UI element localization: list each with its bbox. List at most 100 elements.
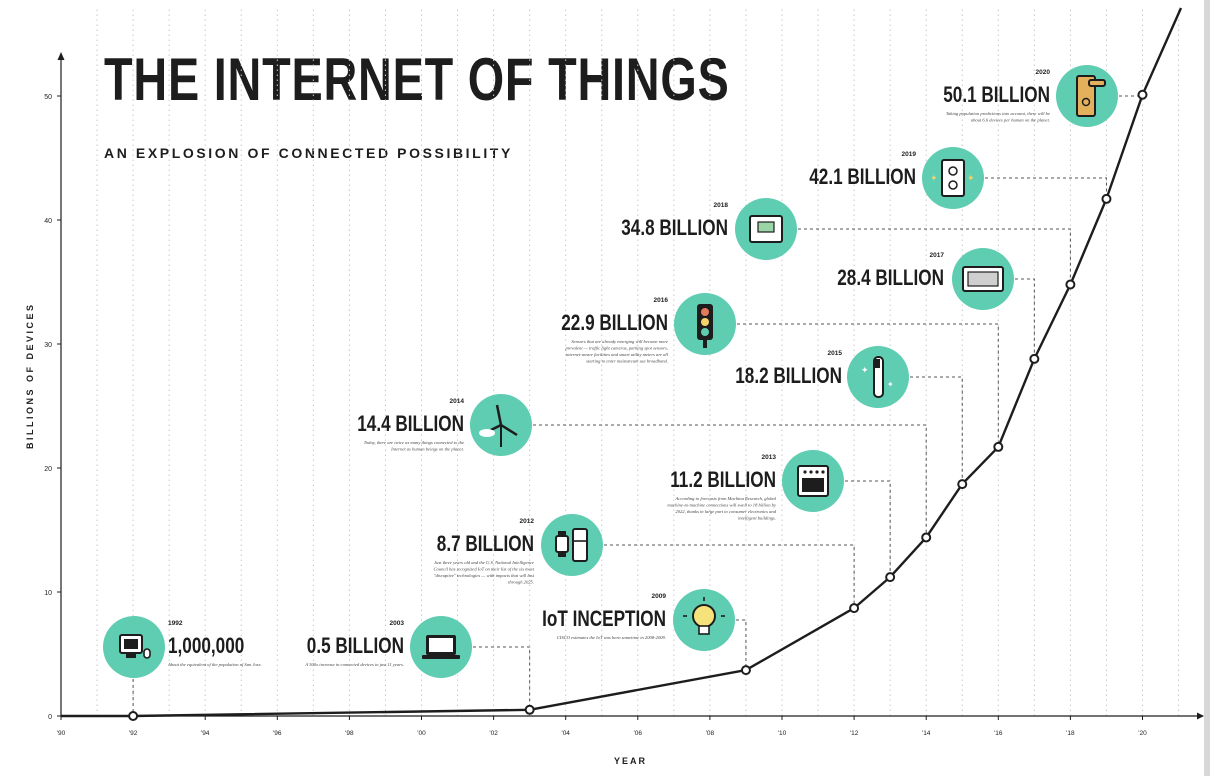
callout-2017: 2017 28.4 BILLION (837, 248, 1035, 359)
data-point (128, 710, 139, 721)
data-point (1065, 279, 1076, 290)
data-point (885, 572, 896, 583)
callout-description: Just three years old and the U.S. Nation… (434, 560, 534, 565)
callout-description: Internet as human beings on the planet. (390, 447, 464, 452)
x-tick-label: '10 (778, 730, 787, 737)
data-point (849, 603, 860, 614)
svg-text:✦: ✦ (887, 380, 894, 389)
callout-2014: 2014 14.4 BILLION Today, there are twice a… (357, 394, 927, 538)
callout-description: prevalent — traffic light cameras, parki… (564, 346, 668, 352)
smart-outlet-icon: ✦ ✦ (930, 159, 975, 197)
svg-text:✦: ✦ (861, 365, 869, 375)
x-tick-label: '18 (1066, 730, 1075, 737)
data-point (1101, 193, 1112, 204)
callout-connector (604, 544, 855, 609)
x-tick-label: '08 (706, 730, 715, 737)
callout-description: According to forecasts from Machina Rese… (675, 496, 777, 502)
toothbrush-icon: ✦✦ (861, 356, 894, 398)
x-tick-label: '90 (57, 730, 66, 737)
x-tick-label: '98 (345, 730, 354, 737)
callout-year: 2012 (520, 518, 535, 525)
door-lock-icon (1076, 75, 1106, 117)
x-tick-label: '20 (1138, 730, 1147, 737)
callout-connector (737, 323, 999, 447)
callout-connector (473, 646, 531, 710)
callout-connector (798, 228, 1071, 285)
callout-year: 2016 (654, 297, 669, 304)
chart-title: THE INTERNET OF THINGS (104, 46, 730, 113)
callout-year: 2009 (652, 593, 667, 600)
callout-description: A 500x increase in connected devices in … (304, 662, 404, 667)
x-tick-label: '16 (994, 730, 1003, 737)
callout-description: Taking population predictions into accou… (946, 111, 1050, 117)
wind-turbine-icon (479, 404, 518, 447)
callout-value: 11.2 BILLION (670, 468, 776, 493)
callout-description: internet-aware facilities and smart util… (566, 352, 669, 357)
callout-2012: 2012 8.7 BILLION Just three years old and … (433, 514, 855, 609)
callout-year: 2019 (902, 151, 917, 158)
callout-2018: 2018 34.8 BILLION (621, 198, 1071, 285)
x-tick-label: '06 (634, 730, 643, 737)
x-tick-label: '92 (129, 730, 138, 737)
callout-description: starting to enter mainstream use broadba… (586, 359, 668, 364)
smartwatch-fridge-icon (555, 528, 588, 562)
callout-connector (985, 177, 1107, 199)
callout-connector (533, 424, 927, 538)
y-tick-label: 10 (44, 590, 52, 597)
traffic-light-icon (697, 304, 713, 348)
series-line (61, 7, 1183, 718)
callout-year: 2013 (762, 454, 777, 461)
callout-description: Council has recognized IoT on their list… (433, 567, 534, 572)
y-tick-label: 20 (44, 466, 52, 473)
callout-year: 2003 (390, 620, 405, 627)
callout-value: 18.2 BILLION (735, 364, 842, 389)
callout-description: 2022, thanks in large part to consumer e… (675, 509, 776, 515)
callout-description: intelligent buildings. (738, 516, 776, 521)
callout-2020: 2020 50.1 BILLION Taking population predic… (943, 65, 1143, 127)
x-tick-label: '02 (489, 730, 498, 737)
callout-year: 2015 (828, 350, 843, 357)
y-tick-label: 30 (44, 342, 52, 349)
callout-value: 1,000,000 (168, 634, 244, 659)
x-axis-arrow (1197, 712, 1204, 720)
lightbulb-icon (683, 597, 725, 635)
air-conditioner-icon (962, 266, 1004, 292)
x-tick-label: '04 (561, 730, 570, 737)
callout-year: 2014 (450, 398, 465, 405)
callout-connector (736, 619, 747, 671)
callout-connector (910, 376, 963, 485)
chart-subtitle: AN EXPLOSION OF CONNECTED POSSIBILITY (104, 145, 513, 161)
svg-text:✦: ✦ (967, 173, 975, 183)
page-edge (1204, 0, 1210, 776)
data-point (993, 441, 1004, 452)
callout-description: About the equivalent of the population o… (167, 662, 262, 667)
callout-description: about 6.6 devices per human on the plane… (971, 118, 1050, 123)
callout-value: IoT INCEPTION (542, 607, 666, 632)
callout-connector (1015, 278, 1035, 359)
callout-1992: 1992 1,000,000 About the equivalent of the… (103, 616, 262, 716)
y-axis-arrow (57, 52, 65, 60)
callout-2003: 2003 0.5 BILLION A 500x increase in connec… (304, 616, 531, 710)
callout-description: Today, there are twice as many things co… (364, 440, 464, 446)
y-tick-label: 50 (44, 94, 52, 101)
callout-description: "disruptive" technologies — with impacts… (434, 573, 535, 578)
x-tick-label: '12 (850, 730, 859, 737)
callout-value: 34.8 BILLION (621, 216, 728, 241)
data-point (1029, 353, 1040, 364)
callout-2013: 2013 11.2 BILLION According to forecasts f… (667, 450, 891, 578)
x-axis-label: YEAR (614, 756, 648, 766)
callout-2009: 2009 IoT INCEPTION CISCO estimates the IoT… (542, 589, 747, 671)
thermostat-icon (749, 215, 783, 243)
data-point (921, 532, 932, 543)
callout-value: 28.4 BILLION (837, 266, 944, 291)
callout-description: machine-to-machine connections will swel… (667, 503, 777, 508)
callout-2016: 2016 22.9 BILLION Sensors that are already… (561, 293, 999, 447)
x-tick-label: '00 (417, 730, 426, 737)
callout-value: 22.9 BILLION (561, 311, 668, 336)
laptop-icon (422, 635, 460, 659)
callout-description: through 2025. (508, 580, 534, 585)
